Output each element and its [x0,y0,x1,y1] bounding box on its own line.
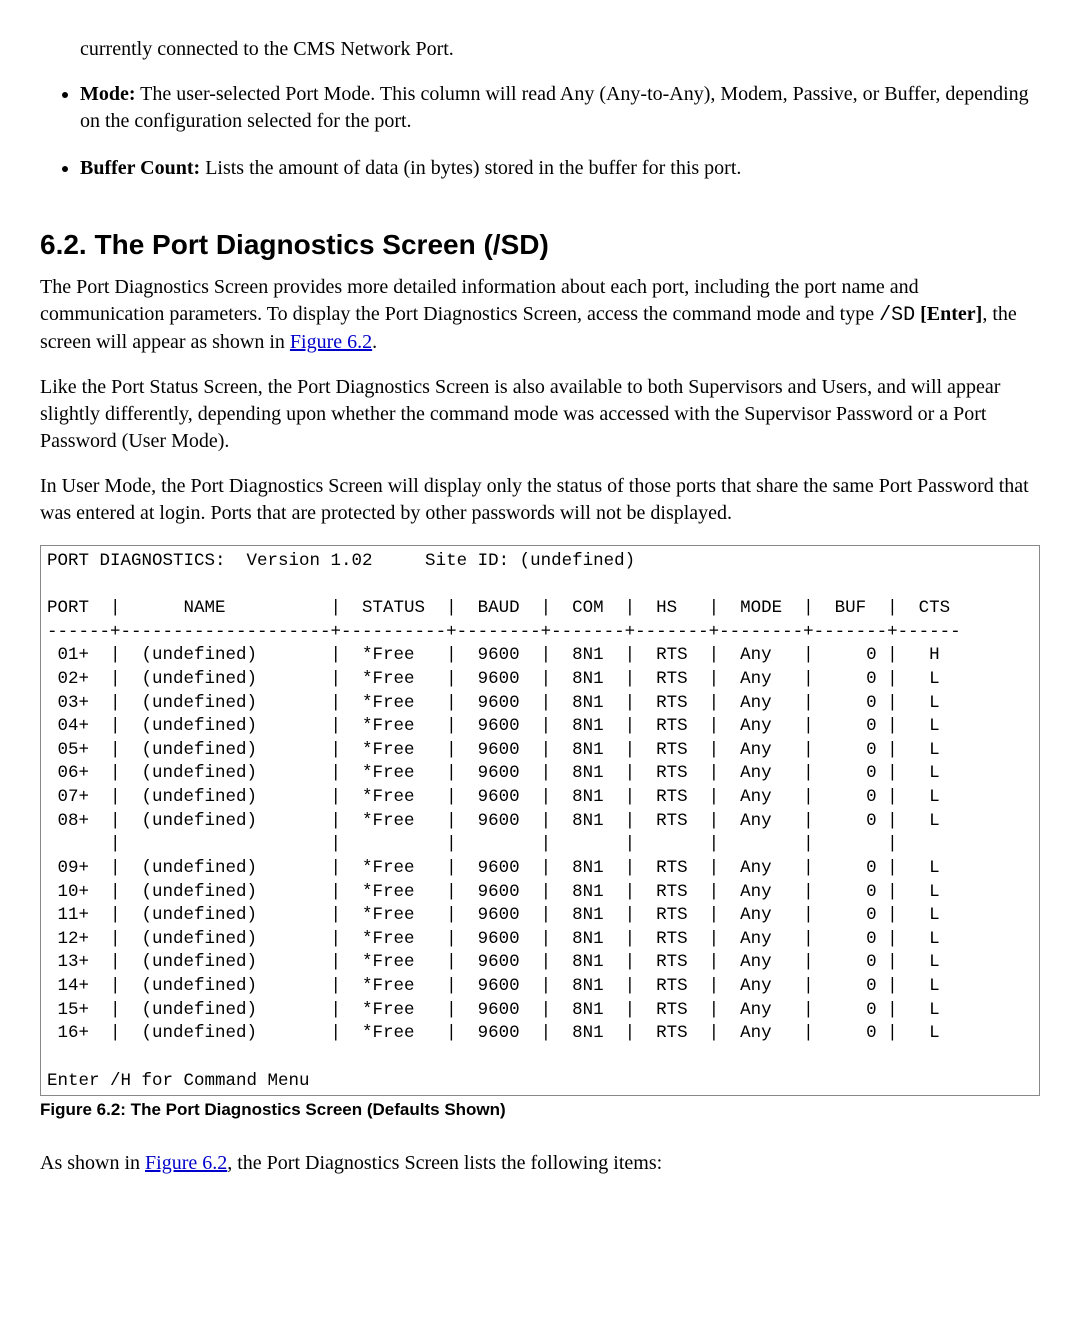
cmd-sd: /SD [879,304,915,327]
tail-b: , the Port Diagnostics Screen lists the … [227,1152,662,1174]
tail-a: As shown in [40,1152,145,1174]
bullet-label: Buffer Count: [80,157,200,179]
para-3: In User Mode, the Port Diagnostics Scree… [40,473,1040,527]
figure-link[interactable]: Figure 6.2 [145,1152,227,1174]
para-1a: The Port Diagnostics Screen provides mor… [40,276,919,325]
para-1d: . [372,331,377,353]
figure-link[interactable]: Figure 6.2 [290,331,372,353]
figure-caption: Figure 6.2: The Port Diagnostics Screen … [40,1099,1040,1122]
tail-para: As shown in Figure 6.2, the Port Diagnos… [40,1150,1040,1177]
intro-fragment: currently connected to the CMS Network P… [80,36,1040,63]
bullet-list: Mode: The user-selected Port Mode. This … [40,81,1040,182]
port-diagnostics-screen: PORT DIAGNOSTICS: Version 1.02 Site ID: … [40,545,1040,1096]
para-2: Like the Port Status Screen, the Port Di… [40,374,1040,455]
bullet-text: Lists the amount of data (in bytes) stor… [200,157,741,179]
section-heading: 6.2. The Port Diagnostics Screen (/SD) [40,226,1040,264]
bullet-buffer-count: Buffer Count: Lists the amount of data (… [80,155,1040,182]
para-1: The Port Diagnostics Screen provides mor… [40,274,1040,356]
bullet-label: Mode: [80,83,136,105]
bullet-text: The user-selected Port Mode. This column… [80,83,1029,132]
bullet-mode: Mode: The user-selected Port Mode. This … [80,81,1040,135]
enter-label: [Enter] [915,303,982,325]
